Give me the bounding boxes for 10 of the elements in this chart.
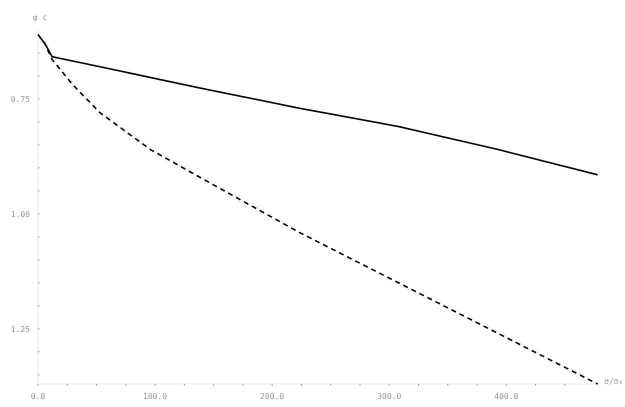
y-tick-label: 1.00 (10, 210, 30, 219)
x-tick-label: 400.0 (494, 392, 519, 401)
y-axis-title: φ c (32, 13, 48, 22)
x-tick-label: 300.0 (377, 392, 402, 401)
x-tick-label: 200.0 (260, 392, 284, 401)
y-tick-label: 0.75 (10, 94, 30, 104)
x-axis-title: σ/σ₀ (604, 377, 624, 386)
y-tick-label: 1.25 (10, 324, 30, 334)
x-tick-label: 0.0 (30, 392, 46, 401)
x-tick-label: 100.0 (143, 392, 168, 401)
